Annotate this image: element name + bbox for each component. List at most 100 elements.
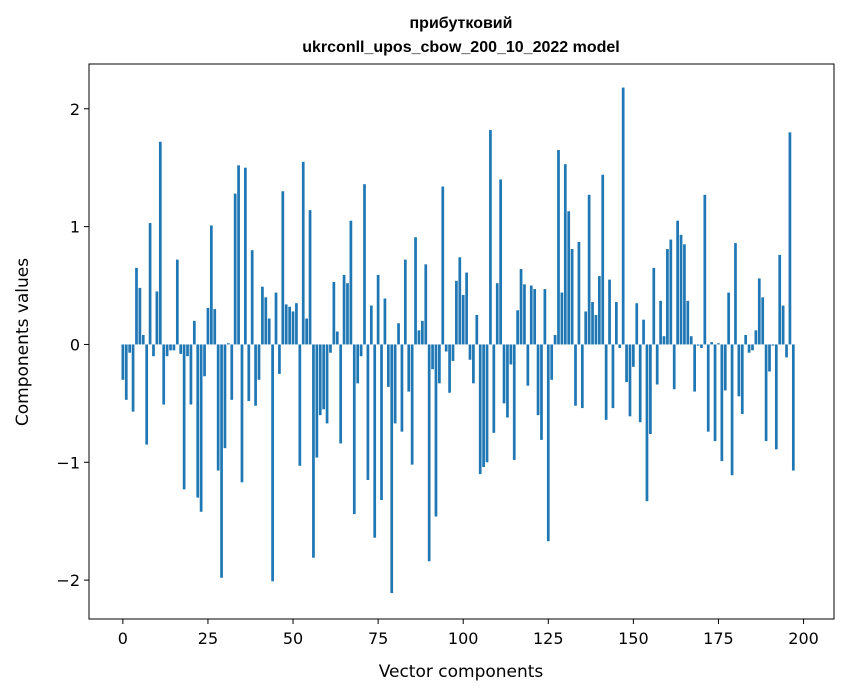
bar-component-37 [247, 344, 251, 402]
bar-component-107 [485, 344, 489, 463]
bar-component-95 [444, 344, 448, 352]
bar-component-193 [778, 254, 782, 345]
bar-component-83 [403, 259, 407, 345]
bar-component-46 [278, 344, 281, 374]
bar-component-192 [774, 344, 778, 450]
bar-component-119 [526, 344, 530, 386]
x-tick-label: 150 [618, 629, 649, 648]
bar-component-3 [131, 344, 135, 412]
bar-component-181 [737, 344, 741, 397]
bar-component-2 [128, 344, 132, 353]
bar-component-80 [393, 344, 397, 424]
bar-component-6 [141, 335, 145, 345]
bar-component-24 [203, 344, 206, 377]
bar-component-1 [124, 344, 128, 400]
bar-component-62 [332, 281, 336, 345]
bar-component-60 [325, 344, 329, 424]
bar-component-172 [706, 344, 710, 432]
bar-component-169 [696, 344, 700, 346]
bar-component-55 [308, 210, 312, 345]
bar-component-17 [179, 344, 183, 354]
bar-component-135 [580, 344, 584, 409]
bar-component-185 [751, 344, 754, 351]
bar-component-35 [240, 344, 244, 483]
bar-component-120 [529, 285, 533, 345]
bar-component-173 [710, 342, 714, 345]
bar-component-116 [516, 310, 520, 345]
bar-component-168 [693, 344, 696, 392]
bar-component-36 [244, 167, 247, 345]
bar-component-59 [322, 344, 326, 410]
bar-component-14 [169, 344, 172, 351]
bar-component-27 [213, 309, 217, 345]
bar-component-105 [478, 344, 482, 475]
x-tick-label: 50 [283, 629, 303, 648]
bar-component-77 [383, 298, 387, 345]
bar-component-40 [257, 344, 261, 380]
bar-component-126 [550, 344, 554, 380]
bar-component-29 [220, 344, 223, 578]
y-tick-label: −1 [56, 453, 80, 472]
bar-component-11 [158, 141, 162, 345]
bar-component-8 [148, 223, 152, 345]
x-tick-label: 200 [788, 629, 819, 648]
x-tick-label: 100 [448, 629, 479, 648]
bar-component-190 [768, 344, 771, 372]
bar-component-23 [199, 344, 203, 512]
bar-component-184 [747, 344, 751, 353]
bar-component-197 [791, 344, 795, 471]
bar-component-163 [676, 220, 679, 345]
bar-component-69 [356, 344, 360, 384]
bar-component-7 [145, 344, 149, 445]
bar-component-44 [271, 344, 274, 582]
bar-component-10 [155, 291, 159, 345]
bar-component-94 [441, 186, 445, 345]
bar-component-165 [683, 244, 686, 345]
bar-component-73 [369, 305, 373, 345]
bar-component-161 [669, 239, 673, 345]
bar-component-49 [288, 306, 291, 345]
bar-component-72 [366, 344, 370, 480]
bar-component-138 [591, 302, 594, 345]
y-tick-label: 2 [70, 100, 80, 119]
x-axis-title: Vector components [379, 662, 544, 682]
bar-component-88 [421, 320, 424, 345]
bar-component-142 [604, 344, 608, 420]
bar-component-108 [489, 129, 492, 345]
bar-component-20 [189, 344, 193, 405]
bar-component-34 [237, 165, 240, 345]
bar-component-31 [227, 343, 230, 345]
bar-component-96 [448, 344, 451, 393]
bar-component-134 [577, 241, 581, 345]
bar-component-5 [138, 287, 142, 345]
bar-component-54 [305, 318, 308, 345]
bar-component-104 [475, 314, 479, 345]
bar-component-45 [274, 292, 278, 345]
bar-component-65 [342, 274, 346, 345]
bar-component-194 [781, 305, 785, 345]
bar-component-176 [720, 344, 724, 462]
x-tick-label: 175 [703, 629, 734, 648]
bar-component-144 [611, 344, 615, 409]
bar-component-39 [254, 344, 257, 406]
bar-component-32 [230, 344, 234, 400]
bar-component-41 [261, 286, 264, 345]
bar-component-82 [400, 344, 404, 432]
bar-component-52 [298, 344, 302, 466]
bar-component-140 [597, 276, 601, 345]
bar-component-25 [206, 307, 210, 345]
y-tick-label: 0 [70, 335, 80, 354]
bar-component-50 [291, 311, 295, 345]
x-tick-label: 125 [533, 629, 564, 648]
plot-frame [88, 63, 835, 620]
bar-component-158 [659, 300, 662, 345]
bar-component-85 [410, 344, 414, 465]
bar-component-136 [584, 311, 588, 345]
x-tick-label: 25 [198, 629, 218, 648]
bar-component-170 [700, 344, 703, 348]
bar-component-61 [329, 344, 332, 353]
bar-component-16 [175, 259, 179, 345]
bar-component-159 [662, 336, 666, 345]
bar-component-76 [380, 344, 383, 500]
bar-component-48 [284, 304, 288, 345]
